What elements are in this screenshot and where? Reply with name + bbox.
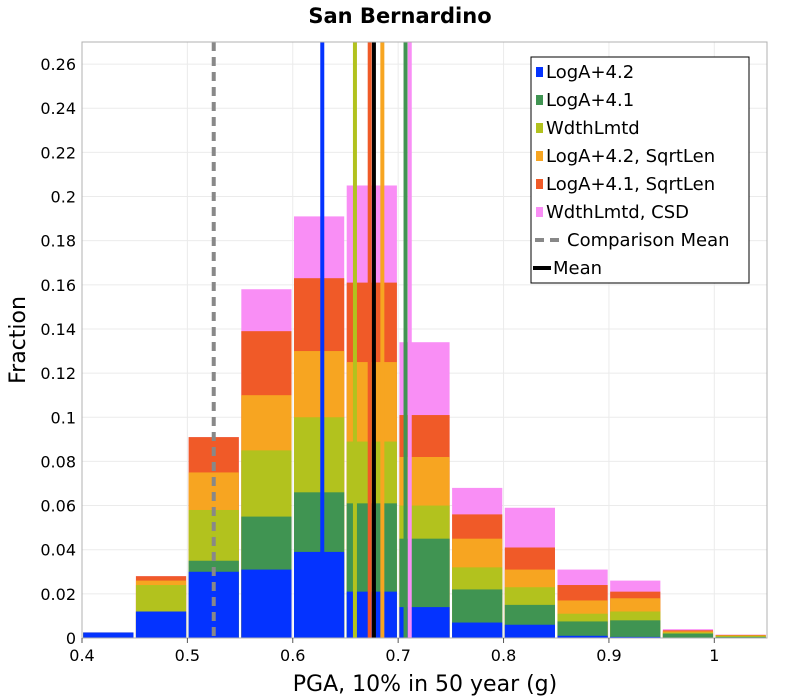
bar-loga-4-1-bin-10	[610, 620, 661, 638]
y-tick-label: 0.22	[40, 143, 76, 162]
y-tick-label: 0.18	[40, 232, 76, 251]
legend-swatch	[536, 207, 543, 217]
legend-swatch	[536, 67, 543, 77]
x-tick-label: 0.7	[385, 646, 410, 665]
bar-loga-4-1-bin-11	[662, 633, 714, 638]
legend-box	[530, 56, 750, 284]
legend-label: Comparison Mean	[567, 230, 730, 251]
legend: LogA+4.2 LogA+4.1 WdthLmtd LogA+4.2, SqrtLe…	[530, 56, 750, 284]
y-tick-label: 0.04	[40, 541, 76, 560]
legend-swatch	[536, 123, 543, 133]
bar-loga-4-2-bin-1	[135, 611, 187, 638]
legend-label: Mean	[553, 258, 602, 279]
y-axis-label: Fraction	[6, 296, 31, 384]
y-tick-label: 0.02	[40, 585, 76, 604]
bar-loga-4-2-bin-8	[504, 624, 555, 638]
bar-loga-4-2-bin-4	[294, 551, 345, 638]
bar-loga-4-2-bin-0	[83, 632, 134, 638]
bar-loga-4-2-bin-7	[452, 622, 503, 638]
bar-loga-4-1-bin-9	[557, 621, 608, 638]
x-tick-label: 1	[709, 646, 719, 665]
x-tick-label: 0.6	[280, 646, 305, 665]
legend-label: WdthLmtd, CSD	[546, 202, 689, 223]
x-tick-label: 0.8	[491, 646, 516, 665]
x-tick-label: 0.5	[175, 646, 200, 665]
bar-loga-4-1-bin-12	[715, 636, 766, 638]
legend-label: LogA+4.1, SqrtLen	[546, 174, 715, 195]
y-tick-label: 0.08	[40, 452, 76, 471]
y-tick-label: 0.06	[40, 497, 76, 516]
y-tick-label: 0.24	[40, 99, 76, 118]
bar-loga-4-2-bin-3	[241, 569, 292, 638]
y-axis-ticks: 0 0.02 0.04 0.06 0.08 0.1 0.12 0.14 0.16 0.18 0.2 0…	[40, 55, 76, 648]
y-tick-label: 0.14	[40, 320, 76, 339]
legend-swatch	[536, 95, 543, 105]
bar-loga-4-2-bin-9	[557, 635, 608, 638]
y-tick-label: 0.1	[51, 408, 76, 427]
bar-loga-4-2-bin-10	[610, 636, 661, 638]
y-tick-label: 0	[66, 629, 76, 648]
legend-swatch	[536, 179, 543, 189]
legend-label: LogA+4.2	[546, 62, 634, 83]
legend-label: WdthLmtd	[546, 118, 640, 139]
y-tick-label: 0.26	[40, 55, 76, 74]
y-tick-label: 0.2	[51, 188, 76, 207]
legend-label: LogA+4.1	[546, 90, 634, 111]
x-tick-label: 0.4	[69, 646, 94, 665]
legend-swatch	[536, 151, 543, 161]
mean-lines	[211, 42, 412, 638]
plot-frame	[81, 41, 768, 639]
x-tick-label: 0.9	[596, 646, 621, 665]
legend-label: LogA+4.2, SqrtLen	[546, 146, 715, 167]
x-axis-label: PGA, 10% in 50 year (g)	[293, 672, 557, 697]
y-tick-label: 0.16	[40, 276, 76, 295]
chart-title: San Bernardino	[308, 4, 491, 28]
y-tick-label: 0.12	[40, 364, 76, 383]
x-axis-ticks: 0.4 0.5 0.6 0.7 0.8 0.9 1	[69, 638, 719, 665]
